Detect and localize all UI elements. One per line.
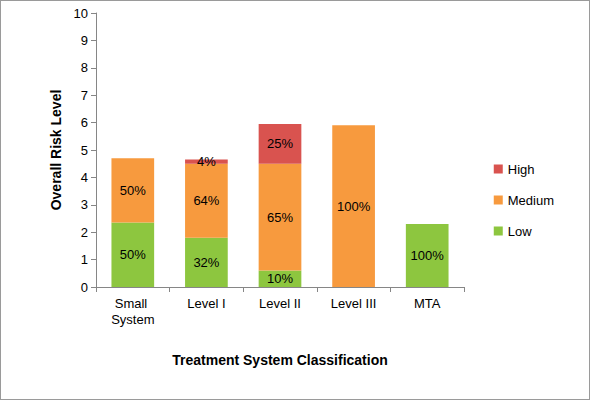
svg-text:0: 0	[81, 280, 88, 295]
svg-text:32%: 32%	[193, 255, 219, 270]
svg-text:Medium: Medium	[508, 193, 554, 208]
svg-text:Low: Low	[508, 224, 532, 239]
svg-text:7: 7	[81, 88, 88, 103]
svg-text:65%: 65%	[267, 210, 293, 225]
svg-text:64%: 64%	[193, 193, 219, 208]
svg-text:50%: 50%	[120, 247, 146, 262]
svg-text:Overall Risk Level: Overall Risk Level	[48, 90, 64, 211]
svg-text:Level I: Level I	[187, 296, 225, 311]
svg-text:Treatment System Classificatio: Treatment System Classification	[172, 352, 388, 368]
svg-text:3: 3	[81, 197, 88, 212]
svg-text:100%: 100%	[337, 199, 371, 214]
svg-text:50%: 50%	[120, 183, 146, 198]
svg-text:25%: 25%	[267, 136, 293, 151]
svg-text:10: 10	[74, 6, 88, 21]
svg-text:10%: 10%	[267, 271, 293, 286]
svg-text:2: 2	[81, 225, 88, 240]
svg-text:Level III: Level III	[331, 296, 377, 311]
svg-text:Level II: Level II	[259, 296, 301, 311]
svg-text:100%: 100%	[411, 248, 445, 263]
svg-text:6: 6	[81, 115, 88, 130]
svg-text:MTA: MTA	[414, 296, 441, 311]
svg-text:1: 1	[81, 252, 88, 267]
svg-text:High: High	[508, 162, 535, 177]
svg-text:4: 4	[81, 170, 88, 185]
svg-text:4%: 4%	[197, 154, 216, 169]
svg-text:Small: Small	[115, 296, 151, 311]
svg-text:9: 9	[81, 33, 88, 48]
svg-text:System: System	[111, 312, 154, 327]
svg-text:8: 8	[81, 60, 88, 75]
svg-text:5: 5	[81, 143, 88, 158]
